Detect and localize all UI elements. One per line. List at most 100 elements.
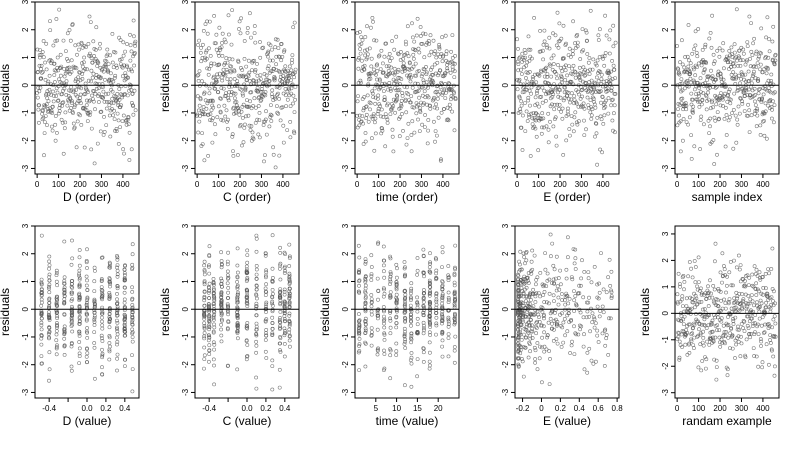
- data-point: [697, 105, 702, 109]
- data-point: [702, 307, 707, 311]
- data-point: [444, 49, 449, 54]
- data-point: [440, 293, 445, 298]
- data-point: [424, 65, 428, 69]
- data-point: [735, 58, 739, 63]
- x-axis-title: C (order): [223, 190, 271, 204]
- data-point: [691, 325, 695, 330]
- data-point: [382, 331, 387, 336]
- data-point: [763, 109, 768, 114]
- data-point: [116, 100, 120, 105]
- data-point: [524, 249, 529, 254]
- data-point: [679, 332, 684, 337]
- data-point: [579, 72, 584, 77]
- y-tick-label: -3: [501, 164, 510, 172]
- data-point: [43, 120, 47, 125]
- data-point: [421, 297, 426, 302]
- data-point: [357, 336, 362, 341]
- data-point: [225, 302, 230, 307]
- data-point: [757, 87, 762, 91]
- data-point: [516, 288, 521, 293]
- data-point: [524, 258, 529, 263]
- data-point: [520, 72, 524, 76]
- data-point: [368, 76, 373, 81]
- data-point: [730, 111, 734, 116]
- data-point: [55, 316, 60, 321]
- data-point: [762, 119, 766, 123]
- data-point: [587, 346, 592, 351]
- data-point: [423, 32, 428, 37]
- data-point: [64, 79, 69, 84]
- y-tick-label: -2: [181, 137, 190, 145]
- data-point: [238, 31, 243, 36]
- data-point: [520, 51, 525, 56]
- data-point: [743, 355, 748, 360]
- data-point: [363, 131, 368, 135]
- data-point: [728, 97, 733, 102]
- data-point: [421, 346, 426, 351]
- data-point: [106, 62, 111, 67]
- data-point: [51, 99, 56, 104]
- data-point: [522, 332, 526, 337]
- data-point: [74, 145, 79, 150]
- data-point: [421, 350, 426, 355]
- data-point: [371, 19, 375, 24]
- data-point: [86, 42, 91, 46]
- data-point: [704, 94, 709, 99]
- data-point: [133, 44, 138, 48]
- y-tick-label: 0: [341, 82, 350, 87]
- y-tick-label: -1: [661, 109, 670, 117]
- data-point: [526, 355, 531, 360]
- data-point: [65, 66, 70, 70]
- data-point: [773, 58, 778, 63]
- data-point: [234, 103, 239, 108]
- data-point: [260, 46, 265, 51]
- data-point: [202, 263, 207, 268]
- scatter-points: [355, 15, 458, 163]
- data-point: [251, 78, 256, 83]
- data-point: [278, 323, 283, 328]
- data-point: [566, 53, 571, 58]
- data-point: [405, 136, 410, 141]
- data-point: [428, 251, 432, 256]
- data-point: [589, 78, 594, 83]
- data-point: [542, 330, 547, 335]
- data-point: [226, 290, 231, 295]
- data-point: [746, 69, 751, 74]
- data-point: [688, 322, 692, 327]
- y-tick-label: 2: [341, 27, 350, 32]
- data-point: [395, 69, 400, 74]
- y-tick-label: 0: [21, 82, 30, 87]
- data-point: [740, 99, 745, 104]
- data-point: [207, 91, 212, 96]
- data-point: [282, 317, 287, 322]
- data-point: [55, 55, 60, 60]
- data-point: [239, 16, 244, 21]
- data-point: [710, 98, 715, 103]
- data-point: [44, 102, 49, 107]
- data-point: [550, 326, 555, 331]
- data-point: [526, 271, 531, 275]
- data-point: [65, 57, 69, 61]
- data-point: [686, 122, 691, 127]
- data-point: [97, 100, 101, 104]
- data-point: [84, 87, 89, 92]
- x-tick-label: 100: [212, 180, 226, 189]
- data-point: [85, 335, 90, 340]
- data-point: [715, 152, 719, 157]
- data-point: [738, 64, 743, 68]
- data-point: [521, 294, 526, 299]
- data-point: [92, 265, 97, 270]
- data-point: [268, 43, 273, 48]
- data-point: [394, 34, 399, 39]
- data-point: [122, 297, 127, 302]
- data-point: [44, 67, 49, 72]
- data-point: [225, 259, 230, 264]
- data-point: [368, 101, 373, 106]
- data-point: [254, 301, 259, 306]
- data-point: [39, 303, 44, 308]
- data-point: [703, 45, 708, 49]
- data-point: [577, 291, 582, 296]
- data-point: [675, 301, 680, 306]
- data-point: [357, 344, 362, 348]
- data-point: [595, 328, 600, 333]
